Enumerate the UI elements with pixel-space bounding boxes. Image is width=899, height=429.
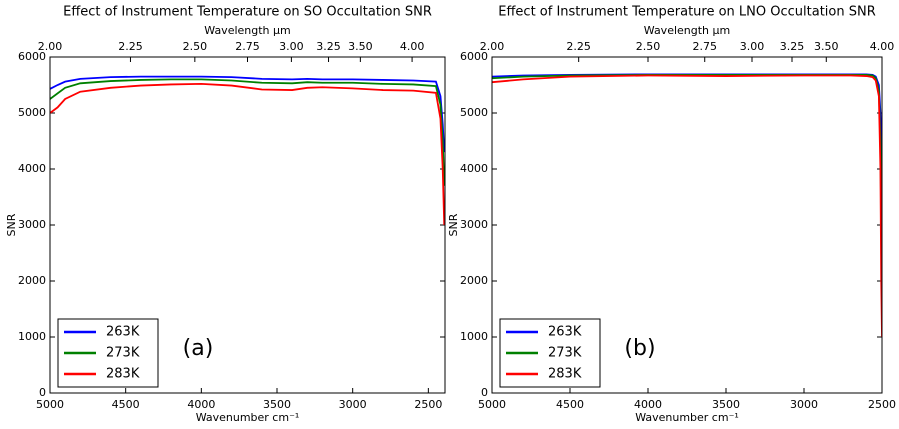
- x2-tick-label: 3.50: [348, 40, 373, 53]
- x2-tick-label: 3.50: [814, 40, 839, 53]
- chart-title: Effect of Instrument Temperature on LNO …: [498, 5, 876, 20]
- x2-tick-label: 3.00: [279, 40, 304, 53]
- x-tick-label: 5000: [478, 398, 506, 411]
- y-tick-label: 3000: [460, 218, 488, 231]
- x-tick-label: 3500: [263, 398, 291, 411]
- x2-tick-label: 2.25: [566, 40, 591, 53]
- y-tick-label: 0: [481, 386, 488, 399]
- plot-frame: [49, 56, 446, 394]
- x2-tick-label: 2.00: [38, 40, 63, 53]
- y-axis-label: SNR: [5, 213, 18, 236]
- x2-axis-label: Wavelength μm: [644, 24, 730, 37]
- x-tick-label: 4500: [556, 398, 584, 411]
- y-tick-label: 6000: [18, 50, 46, 63]
- x2-tick-label: 4.00: [400, 40, 425, 53]
- x-tick-label: 4000: [634, 398, 662, 411]
- y-tick-label: 2000: [18, 274, 46, 287]
- legend-label: 283K: [106, 367, 140, 382]
- legend-label: 283K: [548, 367, 582, 382]
- y-tick-label: 4000: [18, 162, 46, 175]
- y-tick-label: 1000: [18, 330, 46, 343]
- y-axis-label: SNR: [447, 213, 460, 236]
- y-tick-label: 3000: [18, 218, 46, 231]
- plot-frame: [491, 56, 883, 394]
- x-tick-label: 3500: [712, 398, 740, 411]
- x-axis-label: Wavenumber cm⁻¹: [196, 411, 300, 424]
- legend-label: 263K: [106, 325, 140, 340]
- x-tick-label: 3000: [790, 398, 818, 411]
- series-line: [492, 74, 882, 338]
- x2-tick-label: 2.00: [480, 40, 505, 53]
- x2-axis-label: Wavelength μm: [204, 24, 290, 37]
- x-tick-label: 2500: [414, 398, 442, 411]
- x-tick-label: 3000: [339, 398, 367, 411]
- series-line: [50, 75, 445, 153]
- x-tick-label: 4500: [112, 398, 140, 411]
- series-line: [50, 78, 445, 186]
- x2-tick-label: 4.00: [870, 40, 895, 53]
- x2-tick-label: 2.50: [183, 40, 208, 53]
- annotation: (a): [183, 336, 214, 361]
- legend-label: 263K: [548, 325, 582, 340]
- x2-tick-label: 2.75: [235, 40, 260, 53]
- legend-label: 273K: [548, 346, 582, 361]
- x-tick-label: 5000: [36, 398, 64, 411]
- x-tick-label: 4000: [187, 398, 215, 411]
- x2-tick-label: 3.00: [740, 40, 765, 53]
- y-tick-label: 5000: [460, 106, 488, 119]
- y-tick-label: 1000: [460, 330, 488, 343]
- x2-tick-label: 2.75: [692, 40, 717, 53]
- y-tick-label: 2000: [460, 274, 488, 287]
- y-tick-label: 0: [39, 386, 46, 399]
- y-tick-label: 6000: [460, 50, 488, 63]
- x2-tick-label: 2.25: [118, 40, 143, 53]
- y-tick-label: 4000: [460, 162, 488, 175]
- x2-tick-label: 2.50: [636, 40, 661, 53]
- legend-label: 273K: [106, 346, 140, 361]
- annotation: (b): [624, 336, 655, 361]
- x2-tick-label: 3.25: [780, 40, 805, 53]
- series-line: [50, 82, 445, 226]
- chart-title: Effect of Instrument Temperature on SO O…: [63, 5, 432, 20]
- x2-tick-label: 3.25: [316, 40, 341, 53]
- y-tick-label: 5000: [18, 106, 46, 119]
- x-tick-label: 2500: [868, 398, 896, 411]
- series-line: [492, 73, 882, 181]
- series-line: [492, 74, 882, 282]
- x-axis-label: Wavenumber cm⁻¹: [635, 411, 739, 424]
